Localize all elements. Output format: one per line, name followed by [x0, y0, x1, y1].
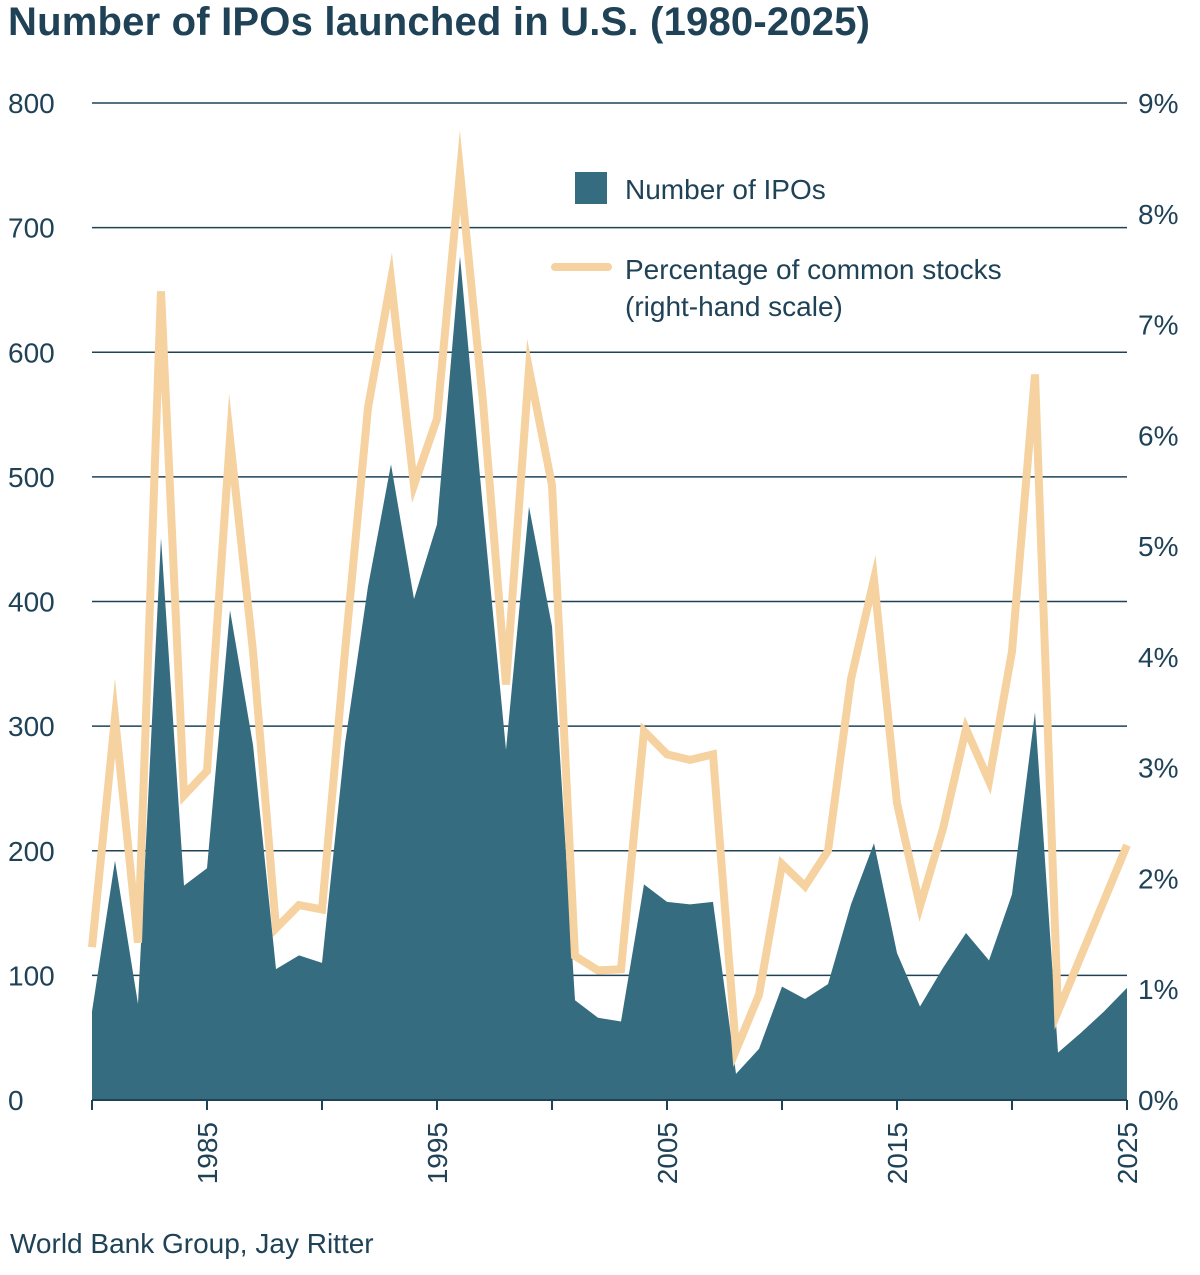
y-left-tick-label: 200 — [8, 836, 55, 867]
y-left-tick-label: 800 — [8, 88, 55, 119]
legend-label-ipo-count: Number of IPOs — [625, 174, 826, 205]
y-right-tick-label: 0% — [1138, 1085, 1178, 1116]
legend-swatch-ipo-count — [575, 172, 607, 204]
axes: 0 100 200 300 400 500 600 700 800 0% 1% 2% 3% 4% 5% 6% 7… — [8, 88, 1178, 1184]
y-right-tick-label: 9% — [1138, 88, 1178, 119]
ipo-count-area-layer — [92, 256, 1127, 1100]
x-tick-label: 1995 — [422, 1122, 453, 1184]
ipo-count-area — [92, 256, 1127, 1100]
x-tick-label: 1985 — [192, 1122, 223, 1184]
y-right-tick-label: 7% — [1138, 310, 1178, 341]
y-left-tick-label: 600 — [8, 337, 55, 368]
y-left-tick-label: 500 — [8, 462, 55, 493]
y-left-tick-label: 300 — [8, 711, 55, 742]
legend-label-right-scale-note: (right-hand scale) — [625, 291, 843, 322]
y-right-tick-label: 2% — [1138, 863, 1178, 894]
y-right-tick-label: 4% — [1138, 642, 1178, 673]
chart-source: World Bank Group, Jay Ritter — [10, 1228, 374, 1259]
x-tick-label: 2005 — [652, 1122, 683, 1184]
stock-percentage-line-layer — [88, 130, 1131, 1068]
y-left-tick-label: 700 — [8, 213, 55, 244]
y-left-tick-label: 100 — [8, 960, 55, 991]
legend-label-stock-percentage: Percentage of common stocks — [625, 254, 1002, 285]
y-right-tick-label: 1% — [1138, 974, 1178, 1005]
y-right-tick-label: 6% — [1138, 420, 1178, 451]
legend: Number of IPOs Percentage of common stock… — [551, 172, 1002, 322]
stock-percentage-line — [88, 130, 1131, 1068]
y-left-tick-label: 400 — [8, 587, 55, 618]
y-left-tick-label: 0 — [8, 1085, 24, 1116]
y-right-tick-label: 3% — [1138, 753, 1178, 784]
y-right-tick-label: 8% — [1138, 199, 1178, 230]
chart-title: Number of IPOs launched in U.S. (1980-20… — [8, 0, 871, 44]
x-tick-label: 2015 — [882, 1122, 913, 1184]
y-right-tick-label: 5% — [1138, 531, 1178, 562]
x-tick-label: 2025 — [1112, 1122, 1143, 1184]
